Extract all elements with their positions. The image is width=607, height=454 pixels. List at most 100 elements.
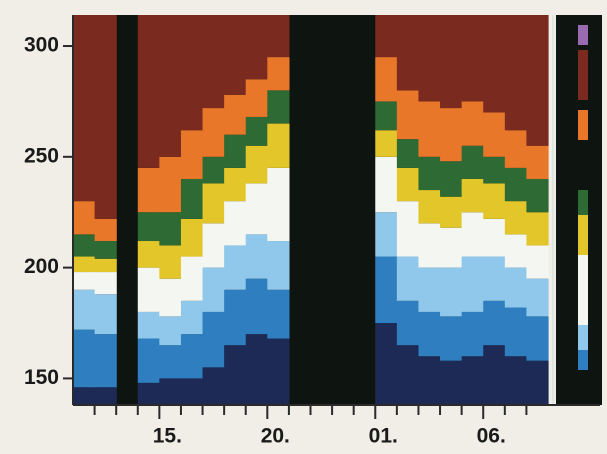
contour-band	[245, 278, 268, 335]
contour-band	[245, 79, 268, 117]
contour-band	[73, 289, 96, 330]
contour-band	[202, 367, 225, 405]
colorbar-swatch	[578, 255, 588, 325]
contour-band	[159, 156, 182, 213]
contour-band	[418, 267, 441, 312]
contour-band	[526, 178, 549, 213]
contour-band	[202, 311, 225, 368]
colorbar-swatch	[578, 190, 588, 215]
contour-band	[483, 256, 506, 301]
contour-band	[504, 267, 528, 308]
contour-band	[440, 316, 463, 361]
contour-band	[461, 145, 484, 179]
colorbar-swatch	[578, 350, 588, 370]
contour-band	[159, 212, 182, 246]
contour-band	[94, 241, 117, 259]
contour-band	[418, 223, 441, 268]
x-tick-label: 20.	[261, 425, 290, 448]
contour-band	[73, 387, 96, 405]
contour-band	[180, 300, 204, 335]
contour-band	[418, 356, 441, 405]
contour-band	[73, 256, 96, 273]
contour-band	[137, 382, 160, 405]
colorbar	[552, 15, 602, 405]
contour-band	[396, 139, 420, 168]
contour-band	[94, 218, 117, 242]
contour-band	[526, 316, 549, 361]
contour-band	[159, 245, 182, 279]
contour-band	[137, 311, 160, 339]
contour-band	[267, 90, 290, 124]
contour-band	[224, 345, 247, 405]
contour-band	[375, 101, 398, 131]
contour-band	[483, 218, 506, 257]
contour-band	[224, 134, 247, 168]
contour-band	[224, 289, 247, 346]
contour-band	[180, 218, 204, 257]
contour-band	[483, 345, 506, 405]
contour-band	[245, 234, 268, 279]
colorbar-swatch	[578, 215, 588, 255]
contour-band	[267, 123, 290, 168]
contour-band	[375, 323, 398, 405]
contour-band	[180, 178, 204, 219]
contour-band	[159, 345, 182, 379]
contour-band	[180, 130, 204, 179]
colorbar-swatch	[578, 25, 588, 45]
contour-band	[267, 167, 290, 242]
contour-band	[483, 112, 506, 157]
contour-band	[180, 256, 204, 301]
contour-band	[94, 334, 117, 388]
contour-band	[137, 167, 160, 213]
contour-band	[396, 300, 420, 346]
contour-band	[526, 278, 549, 317]
contour-band	[461, 178, 484, 213]
contour-band	[267, 241, 290, 290]
contour-band-top	[418, 15, 441, 102]
contour-band	[440, 267, 463, 317]
contour-band	[245, 116, 268, 146]
contour-band	[159, 278, 182, 317]
contour-band	[267, 338, 290, 405]
contour-band	[461, 212, 484, 257]
contour-band-top	[202, 15, 225, 109]
contour-band	[137, 338, 160, 383]
contour-band-top	[504, 15, 528, 131]
contour-band-top	[526, 15, 549, 146]
contour-band	[159, 378, 182, 405]
contour-band	[137, 241, 160, 268]
colorbar-swatch	[578, 325, 588, 350]
colorbar-swatch	[578, 50, 588, 100]
contour-band	[526, 360, 549, 405]
contour-band	[202, 108, 225, 157]
contour-band	[526, 245, 549, 279]
contour-band	[73, 234, 96, 257]
contour-band	[504, 167, 528, 202]
y-tick-label: 150	[24, 366, 59, 389]
contour-band	[396, 167, 420, 202]
contour-band	[245, 183, 268, 235]
contour-band-top	[224, 15, 247, 95]
contour-band-top	[73, 15, 96, 202]
contour-band	[159, 316, 182, 346]
contour-band	[418, 190, 441, 224]
contour-band-top	[396, 15, 420, 91]
contour-band	[73, 272, 96, 290]
contour-band	[440, 108, 463, 162]
contour-band	[461, 356, 484, 405]
contour-band	[202, 156, 225, 184]
contour-band	[375, 212, 398, 257]
contour-band	[483, 183, 506, 219]
contour-band	[137, 267, 160, 312]
contour-band	[440, 161, 463, 197]
contour-band	[202, 183, 225, 224]
contour-band	[504, 307, 528, 357]
contour-band	[396, 90, 420, 140]
contour-band	[94, 258, 117, 273]
x-tick-label: 15.	[153, 425, 182, 448]
contour-band	[224, 201, 247, 246]
contour-band-top	[267, 15, 290, 58]
contour-band	[440, 227, 463, 268]
y-tick-label: 200	[24, 255, 59, 278]
